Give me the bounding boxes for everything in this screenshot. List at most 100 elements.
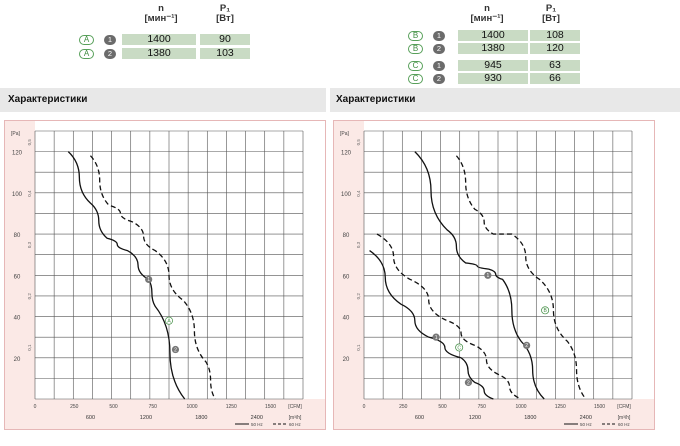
right-col-p-header: P₁ [Вт]	[526, 4, 576, 24]
operating-point-badge: 2	[104, 49, 116, 59]
x-top-unit: [CFM]	[617, 404, 631, 410]
curve-label-badge: B	[408, 44, 423, 54]
speed-value: 1400	[122, 34, 196, 45]
grid	[34, 130, 304, 400]
speed-value: 1400	[458, 30, 528, 41]
y2-tick-label: 0,2	[27, 293, 32, 300]
operating-point-marker	[523, 341, 531, 349]
curve-label-badge: A	[79, 49, 94, 59]
curve-id-marker	[455, 343, 464, 352]
series-line	[376, 233, 522, 400]
x-top-tick-label: 1000	[515, 404, 526, 410]
y-tick-label: 120	[12, 151, 23, 157]
y-tick-label: 120	[341, 151, 352, 157]
x-bottom-tick-label: 2400	[580, 415, 592, 421]
right-performance-chart: 20 40 60 80 100 120 0,1 0,2 0,3 0,4 0,5 [Pa] 0 250 500…	[334, 121, 654, 429]
operating-point-badge: 1	[433, 31, 445, 41]
y-axis-label: [Pa]	[340, 131, 350, 137]
right-section-band	[330, 88, 680, 112]
operating-point-marker	[145, 275, 153, 284]
x-top-tick-label: 0	[363, 404, 366, 410]
y-tick-label: 80	[343, 233, 350, 239]
x-top-tick-label: 1500	[265, 404, 276, 410]
operating-point-label: 1	[486, 273, 489, 279]
curve-id-label: A	[167, 318, 171, 324]
x-bottom-tick-label: 1800	[195, 415, 207, 421]
x-top-tick-label: 500	[109, 404, 118, 410]
right-chart-frame: 20 40 60 80 100 120 0,1 0,2 0,3 0,4 0,5 [Pa] 0 250 500…	[333, 120, 655, 430]
x-bottom-unit: [m³/h]	[618, 415, 631, 421]
operating-point-marker	[432, 333, 440, 341]
legend-dashed-label: 60 Hz	[618, 422, 631, 427]
operating-point-marker	[171, 345, 180, 354]
y2-tick-label: 0,3	[356, 241, 361, 248]
left-col-p-header: P₁ [Вт]	[200, 4, 250, 24]
curve-id-marker	[541, 306, 550, 315]
speed-value: 1380	[122, 48, 196, 59]
curve-id-label: C	[457, 345, 461, 351]
curve-label-badge: C	[408, 61, 423, 71]
left-col-p-unit: [Вт]	[216, 13, 234, 24]
y-axis-strip	[334, 121, 364, 429]
x-top-tick-label: 0	[34, 404, 37, 410]
operating-point-label: 1	[147, 277, 150, 283]
x-top-tick-label: 500	[438, 404, 447, 410]
y2-tick-label: 0,5	[27, 139, 32, 146]
power-value: 103	[200, 48, 250, 59]
y-tick-label: 40	[343, 316, 350, 322]
left-col-n-unit: [мин⁻¹]	[144, 13, 178, 24]
x-top-tick-label: 250	[70, 404, 79, 410]
right-section-title: Характеристики	[336, 94, 416, 105]
operating-point-badge: 2	[433, 44, 445, 54]
curve-label-badge: B	[408, 31, 423, 41]
y-tick-label: 20	[343, 357, 350, 363]
operating-point-marker	[464, 378, 473, 387]
y-axis-strip	[5, 121, 35, 429]
x-top-tick-label: 1500	[594, 404, 605, 410]
legend-dashed-label: 60 Hz	[289, 422, 302, 427]
curve-label-badge: A	[79, 35, 94, 45]
power-value: 90	[200, 34, 250, 45]
operating-point-badge: 2	[433, 74, 445, 84]
series-line	[455, 155, 587, 400]
x-bottom-unit: [m³/h]	[289, 415, 302, 421]
x-bottom-tick-label: 1800	[524, 415, 536, 421]
y-tick-label: 100	[12, 192, 23, 198]
x-top-tick-label: 1250	[555, 404, 566, 410]
x-bottom-tick-label: 600	[415, 415, 424, 421]
x-top-tick-label: 1000	[186, 404, 197, 410]
power-value: 66	[530, 73, 580, 84]
left-col-p-symbol: P₁	[219, 3, 231, 14]
x-top-unit: [CFM]	[288, 404, 302, 410]
y2-tick-label: 0,1	[356, 344, 361, 351]
power-value: 120	[530, 43, 580, 54]
series-line	[67, 151, 186, 400]
curve-label-badge: C	[408, 74, 423, 84]
x-top-tick-label: 1250	[226, 404, 237, 410]
speed-value: 945	[458, 60, 528, 71]
operating-point-marker	[484, 271, 492, 279]
operating-point-badge: 1	[433, 61, 445, 71]
left-col-n-header: n [мин⁻¹]	[136, 4, 186, 24]
x-bottom-tick-label: 2400	[251, 415, 263, 421]
x-top-tick-label: 750	[478, 404, 487, 410]
y-tick-label: 20	[14, 357, 21, 363]
y2-tick-label: 0,3	[27, 241, 32, 248]
left-section-band	[0, 88, 326, 112]
operating-point-label: 2	[174, 347, 177, 353]
operating-point-badge: 1	[104, 35, 116, 45]
right-col-n-header: n [мин⁻¹]	[462, 4, 512, 24]
operating-point-label: 1	[435, 335, 438, 341]
x-bottom-tick-label: 1200	[140, 415, 152, 421]
y2-tick-label: 0,2	[356, 293, 361, 300]
left-performance-chart: 20 40 60 80 100 120 0,1 0,2 0,3 0,4 0,5 [Pa] 0 250 500…	[5, 121, 325, 429]
y-tick-label: 100	[341, 192, 352, 198]
right-col-p-symbol: P₁	[545, 3, 557, 14]
x-axis-strip	[5, 399, 325, 429]
y2-tick-label: 0,4	[27, 190, 32, 197]
x-top-tick-label: 250	[399, 404, 408, 410]
y2-tick-label: 0,4	[356, 190, 361, 197]
right-col-p-unit: [Вт]	[542, 13, 560, 24]
operating-point-label: 2	[525, 343, 528, 349]
left-chart-frame: 20 40 60 80 100 120 0,1 0,2 0,3 0,4 0,5 [Pa] 0 250 500…	[4, 120, 326, 430]
